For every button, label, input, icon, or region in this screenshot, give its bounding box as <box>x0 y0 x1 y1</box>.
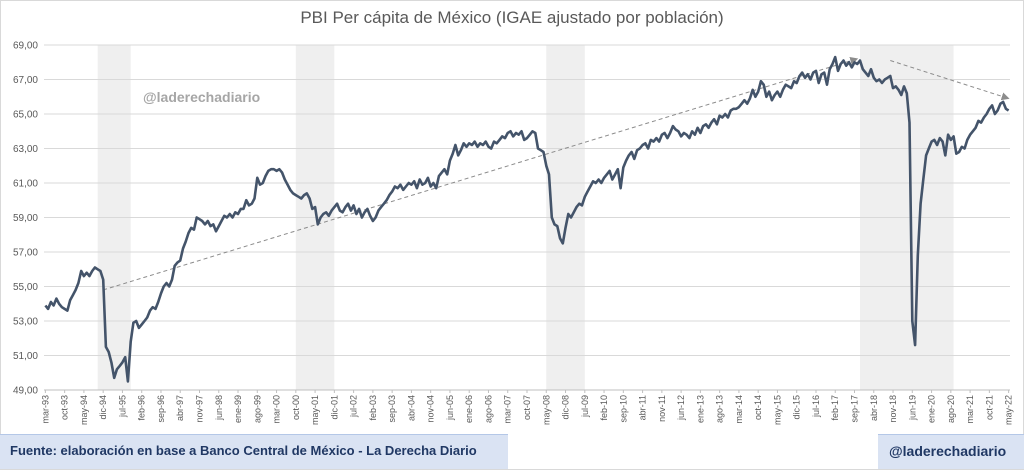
x-tick-label: sep-10 <box>618 395 628 423</box>
x-tick-label: may-94 <box>79 395 89 425</box>
chart-watermark: @laderechadiario <box>143 89 261 105</box>
x-tick-label: ago-06 <box>483 395 493 423</box>
y-tick-label: 57,00 <box>13 248 38 259</box>
line-chart: 49,00 51,00 53,00 55,00 57,00 59,00 61,00 63,00… <box>13 41 1014 426</box>
x-tick-label: ago-20 <box>946 395 956 423</box>
x-tick-label: oct-14 <box>753 395 763 420</box>
x-tick-label: abr-11 <box>638 395 648 420</box>
x-tick-label: feb-03 <box>368 395 378 421</box>
x-tick-label: nov-04 <box>426 395 436 423</box>
x-tick-label: ene-20 <box>927 395 937 423</box>
x-tick-label: feb-10 <box>599 395 609 421</box>
y-tick-label: 59,00 <box>13 213 38 224</box>
y-tick-label: 65,00 <box>13 110 38 121</box>
y-tick-label: 55,00 <box>13 282 38 293</box>
x-tick-label: may-22 <box>1004 395 1014 425</box>
source-footer: Fuente: elaboración en base a Banco Cent… <box>0 434 508 469</box>
x-tick-label: sep-96 <box>156 395 166 423</box>
x-tick-label: dic-08 <box>561 395 571 420</box>
y-tick-label: 61,00 <box>13 179 38 190</box>
x-tick-label: jun-12 <box>676 395 686 421</box>
x-tick-label: oct-21 <box>984 395 994 420</box>
trend-arrow <box>103 57 859 291</box>
x-tick-label: oct-07 <box>522 395 532 420</box>
x-tick-label: sep-03 <box>387 395 397 423</box>
x-tick-label: feb-96 <box>137 395 147 421</box>
x-tick-label: ene-06 <box>464 395 474 423</box>
x-tick-label: abr-04 <box>406 395 416 421</box>
y-tick-label: 63,00 <box>13 144 38 155</box>
x-tick-label: jun-98 <box>214 395 224 421</box>
x-tick-label: may-08 <box>541 395 551 425</box>
y-tick-label: 53,00 <box>13 317 38 328</box>
x-tick-label: ago-13 <box>715 395 725 423</box>
x-tick-label: jul-95 <box>117 395 127 418</box>
y-tick-label: 51,00 <box>13 351 38 362</box>
x-tick-label: oct-00 <box>291 395 301 420</box>
x-tick-label: may-15 <box>772 395 782 425</box>
x-tick-label: oct-93 <box>60 395 70 420</box>
y-tick-label: 49,00 <box>13 386 38 397</box>
x-tick-label: feb-17 <box>830 395 840 421</box>
x-tick-label: mar-00 <box>272 395 282 424</box>
x-tick-label: sep-17 <box>850 395 860 423</box>
chart-title: PBI Per cápita de México (IGAE ajustado … <box>300 8 724 27</box>
x-tick-label: abr-18 <box>869 395 879 421</box>
y-tick-label: 69,00 <box>13 41 38 52</box>
x-tick-label: jul-02 <box>349 395 359 418</box>
x-tick-label: ene-13 <box>695 395 705 423</box>
x-tick-label: ene-99 <box>233 395 243 423</box>
handle-footer: @laderechadiario <box>878 434 1024 469</box>
x-tick-label: mar-07 <box>503 395 513 424</box>
x-tick-label: nov-11 <box>657 395 667 422</box>
x-tick-label: jun-19 <box>907 395 917 421</box>
handle-text: @laderechadiario <box>889 443 1007 459</box>
x-tick-label: nov-97 <box>194 395 204 423</box>
x-tick-label: may-01 <box>310 395 320 425</box>
x-tick-label: dic-15 <box>792 395 802 420</box>
x-tick-label: jun-05 <box>445 395 455 421</box>
source-text: Fuente: elaboración en base a Banco Cent… <box>10 443 477 458</box>
x-tick-label: dic-01 <box>329 395 339 420</box>
x-tick-label: abr-97 <box>175 395 185 421</box>
x-tick-label: jul-09 <box>580 395 590 418</box>
x-tick-label: jul-16 <box>811 395 821 418</box>
x-tick-label: dic-94 <box>98 395 108 420</box>
x-tick-label: ago-99 <box>252 395 262 423</box>
x-tick-label: mar-93 <box>40 395 50 424</box>
x-tick-label: mar-21 <box>965 395 975 424</box>
x-tick-label: nov-18 <box>888 395 898 423</box>
series-line <box>44 55 1010 383</box>
y-tick-label: 67,00 <box>13 75 38 86</box>
x-tick-label: mar-14 <box>734 395 744 424</box>
